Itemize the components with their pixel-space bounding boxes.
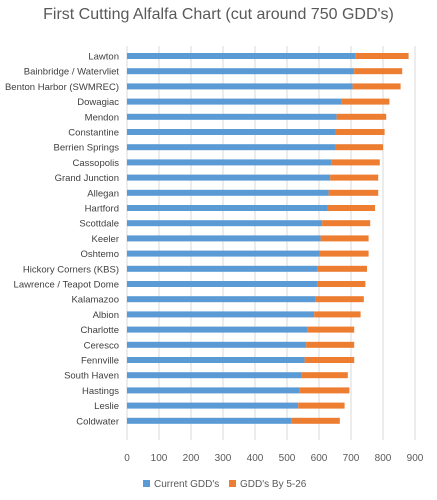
bar-gdd-by-5-26 — [341, 98, 390, 105]
bar-gdd-by-5-26 — [306, 341, 355, 348]
bar-current-gdd — [127, 144, 335, 151]
category-label: Dowagiac — [77, 97, 119, 108]
bar-gdd-by-5-26 — [352, 83, 401, 90]
category-label: Kalamazoo — [71, 295, 119, 306]
category-label: Ceresco — [84, 340, 119, 351]
x-tick-label: 700 — [343, 453, 360, 464]
category-label: Leslie — [94, 401, 119, 412]
bar-current-gdd — [127, 98, 342, 105]
bar-current-gdd — [127, 372, 302, 379]
category-label: Lawrence / Teapot Dome — [14, 280, 119, 291]
x-tick-label: 900 — [407, 453, 424, 464]
bar-current-gdd — [127, 402, 299, 409]
bar-gdd-by-5-26 — [304, 357, 355, 363]
x-tick-label: 200 — [183, 453, 200, 464]
bar-gdd-by-5-26 — [317, 265, 367, 272]
bar-gdd-by-5-26 — [336, 113, 387, 120]
bar-current-gdd — [127, 311, 315, 318]
category-label: Coldwater — [76, 416, 119, 427]
bar-gdd-by-5-26 — [330, 174, 379, 181]
bar-current-gdd — [127, 326, 308, 333]
category-label: Keeler — [92, 234, 119, 245]
category-label: Lawton — [88, 52, 119, 63]
category-label: Allegan — [87, 188, 119, 199]
bar-gdd-by-5-26 — [354, 68, 403, 75]
bar-current-gdd — [127, 113, 337, 120]
bar-current-gdd — [127, 205, 327, 211]
bar-gdd-by-5-26 — [320, 235, 369, 242]
bar-gdd-by-5-26 — [322, 220, 371, 227]
x-tick-label: 800 — [375, 453, 392, 464]
bar-current-gdd — [127, 53, 356, 59]
bars — [127, 53, 409, 424]
category-label: South Haven — [64, 371, 119, 382]
bar-current-gdd — [127, 281, 318, 287]
x-tick-label: 0 — [124, 453, 130, 464]
gridlines — [126, 46, 416, 440]
bar-gdd-by-5-26 — [327, 205, 375, 211]
category-label: Constantine — [68, 128, 119, 139]
bar-current-gdd — [127, 174, 331, 181]
bar-current-gdd — [127, 68, 355, 75]
bar-gdd-by-5-26 — [335, 144, 383, 151]
bar-gdd-by-5-26 — [328, 189, 379, 196]
bar-current-gdd — [127, 129, 335, 135]
chart-title: First Cutting Alfalfa Chart (cut around … — [43, 6, 394, 23]
category-label: Hickory Corners (KBS) — [23, 264, 119, 275]
bar-gdd-by-5-26 — [298, 402, 345, 409]
bar-gdd-by-5-26 — [319, 250, 369, 257]
bar-gdd-by-5-26 — [315, 296, 364, 303]
bar-gdd-by-5-26 — [299, 387, 350, 394]
bar-gdd-by-5-26 — [314, 311, 361, 318]
category-labels: Lawton Bainbridge / Watervliet Benton Harb… — [5, 52, 119, 428]
bar-current-gdd — [127, 417, 292, 424]
bar-current-gdd — [127, 83, 353, 90]
x-tick-label: 600 — [311, 453, 328, 464]
category-label: Berrien Springs — [54, 143, 120, 154]
legend-swatch-gdd-by-5-26 — [229, 480, 236, 487]
category-label: Grand Junction — [55, 173, 119, 184]
legend-swatch-current-gdd — [143, 480, 150, 487]
bar-current-gdd — [127, 296, 316, 303]
x-tick-label: 100 — [151, 453, 168, 464]
x-tick-label: 500 — [279, 453, 296, 464]
legend: Current GDD's GDD's By 5-26 — [143, 479, 307, 490]
x-axis-ticks: 0 100 200 300 400 500 600 700 800 900 — [124, 453, 424, 464]
category-label: Cassopolis — [73, 158, 120, 169]
bar-current-gdd — [127, 265, 318, 272]
x-tick-label: 300 — [215, 453, 232, 464]
bar-current-gdd — [127, 235, 321, 242]
bar-gdd-by-5-26 — [307, 326, 355, 333]
category-label: Charlotte — [80, 325, 119, 336]
category-label: Hastings — [82, 386, 119, 397]
category-label: Mendon — [85, 112, 119, 123]
category-label: Hartford — [85, 204, 119, 215]
bar-gdd-by-5-26 — [301, 372, 348, 379]
bar-current-gdd — [127, 250, 319, 257]
bar-current-gdd — [127, 220, 323, 227]
category-label: Bainbridge / Watervliet — [24, 67, 120, 78]
bar-gdd-by-5-26 — [331, 159, 380, 166]
x-tick-label: 400 — [247, 453, 264, 464]
legend-label-current-gdd: Current GDD's — [154, 479, 219, 490]
bar-current-gdd — [127, 159, 332, 166]
category-label: Scottdale — [79, 219, 119, 230]
bar-current-gdd — [127, 357, 305, 363]
category-label: Oshtemo — [80, 249, 119, 260]
bar-gdd-by-5-26 — [355, 53, 409, 59]
bar-current-gdd — [127, 341, 307, 348]
bar-gdd-by-5-26 — [291, 417, 340, 424]
bar-gdd-by-5-26 — [335, 129, 385, 135]
category-label: Fennville — [81, 356, 119, 367]
bar-gdd-by-5-26 — [317, 281, 366, 287]
legend-label-gdd-by-5-26: GDD's By 5-26 — [240, 479, 307, 490]
category-label: Benton Harbor (SWMREC) — [5, 82, 119, 93]
bar-current-gdd — [127, 189, 329, 196]
bar-current-gdd — [127, 387, 300, 394]
category-label: Albion — [93, 310, 119, 321]
